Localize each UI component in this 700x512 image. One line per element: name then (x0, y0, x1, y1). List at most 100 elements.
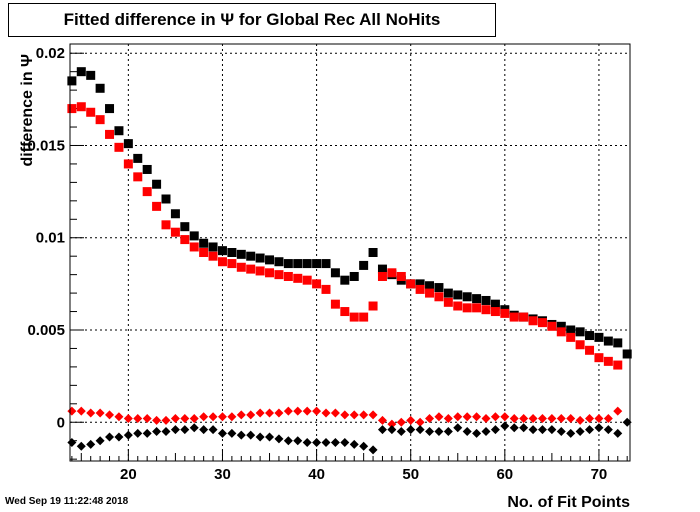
data-point-square (114, 126, 124, 136)
data-point-diamond (133, 414, 143, 424)
x-tick-label: 30 (214, 466, 231, 483)
data-point-diamond (603, 414, 613, 424)
data-point-diamond (217, 412, 227, 422)
data-point-square (265, 268, 275, 278)
data-point-square (123, 139, 133, 149)
data-markers (67, 67, 632, 455)
data-point-square (170, 227, 180, 237)
data-point-diamond (142, 428, 152, 438)
data-point-diamond (415, 425, 425, 435)
data-point-square (453, 290, 463, 300)
data-point-diamond (349, 410, 359, 420)
data-point-diamond (246, 410, 256, 420)
data-point-square (161, 220, 171, 230)
data-point-square (613, 338, 623, 348)
data-point-diamond (67, 406, 77, 416)
data-point-square (246, 264, 256, 274)
data-point-diamond (142, 414, 152, 424)
data-point-square (368, 301, 378, 311)
data-point-square (556, 327, 566, 337)
data-point-diamond (603, 425, 613, 435)
data-point-diamond (161, 426, 171, 436)
data-point-square (415, 279, 425, 289)
data-point-square (95, 115, 105, 125)
data-point-square (434, 283, 444, 293)
data-point-diamond (481, 426, 491, 436)
data-point-diamond (462, 426, 472, 436)
data-point-square (462, 292, 472, 302)
data-point-square (180, 222, 190, 232)
data-point-square (462, 303, 472, 313)
data-point-square (547, 321, 557, 331)
data-point-diamond (105, 432, 115, 442)
data-point-square (95, 83, 105, 93)
data-point-square (302, 259, 312, 269)
data-point-square (377, 271, 387, 281)
data-point-diamond (265, 408, 275, 418)
data-point-diamond (547, 425, 557, 435)
data-point-diamond (283, 406, 293, 416)
data-point-diamond (472, 412, 482, 422)
data-point-square (368, 248, 378, 257)
data-point-diamond (236, 430, 246, 440)
data-point-square (67, 104, 77, 114)
data-point-diamond (105, 410, 115, 420)
data-point-square (67, 76, 77, 86)
data-point-diamond (472, 428, 482, 438)
data-point-square (425, 288, 435, 298)
y-tick-label: 0.015 (27, 137, 65, 154)
data-point-diamond (114, 412, 124, 422)
data-point-square (443, 288, 453, 298)
data-point-square (330, 268, 340, 278)
data-point-diamond (86, 439, 96, 449)
y-tick-label: 0.02 (36, 45, 65, 62)
data-point-square (613, 360, 623, 370)
data-point-diamond (556, 426, 566, 436)
x-tick-label: 60 (496, 466, 513, 483)
timestamp: Wed Sep 19 11:22:48 2018 (5, 496, 129, 507)
data-point-diamond (274, 408, 284, 418)
data-point-diamond (406, 415, 416, 425)
data-point-diamond (302, 438, 312, 448)
data-point-square (152, 201, 162, 211)
data-point-square (472, 294, 482, 304)
data-point-diamond (246, 430, 256, 440)
data-point-square (481, 305, 491, 315)
data-point-square (217, 257, 227, 267)
data-point-square (312, 259, 322, 269)
data-point-diamond (387, 419, 397, 429)
data-point-diamond (86, 408, 96, 418)
axis-ticks (70, 52, 628, 461)
data-point-diamond (387, 425, 397, 435)
data-point-diamond (453, 423, 463, 433)
data-point-diamond (199, 425, 209, 435)
data-point-square (359, 260, 369, 270)
data-point-square (349, 271, 359, 281)
data-point-diamond (509, 423, 519, 433)
data-point-square (170, 209, 180, 219)
y-axis-label: difference in Ψ (19, 54, 36, 167)
data-point-diamond (312, 438, 322, 448)
data-point-square (105, 104, 115, 114)
data-point-square (349, 312, 359, 322)
data-point-diamond (95, 436, 105, 446)
data-point-diamond (67, 438, 77, 448)
data-point-square (415, 284, 425, 294)
data-point-diamond (481, 414, 491, 424)
data-point-diamond (368, 410, 378, 420)
data-point-square (199, 248, 209, 257)
data-point-square (123, 159, 133, 169)
data-point-diamond (189, 414, 199, 424)
data-point-square (142, 187, 152, 197)
data-point-square (481, 295, 491, 305)
data-point-square (274, 257, 284, 267)
data-point-diamond (255, 408, 265, 418)
data-point-square (321, 284, 331, 294)
data-point-diamond (180, 414, 190, 424)
data-point-square (603, 356, 613, 366)
data-point-diamond (396, 417, 406, 427)
data-point-diamond (293, 436, 303, 446)
data-point-diamond (443, 426, 453, 436)
data-point-diamond (236, 410, 246, 420)
